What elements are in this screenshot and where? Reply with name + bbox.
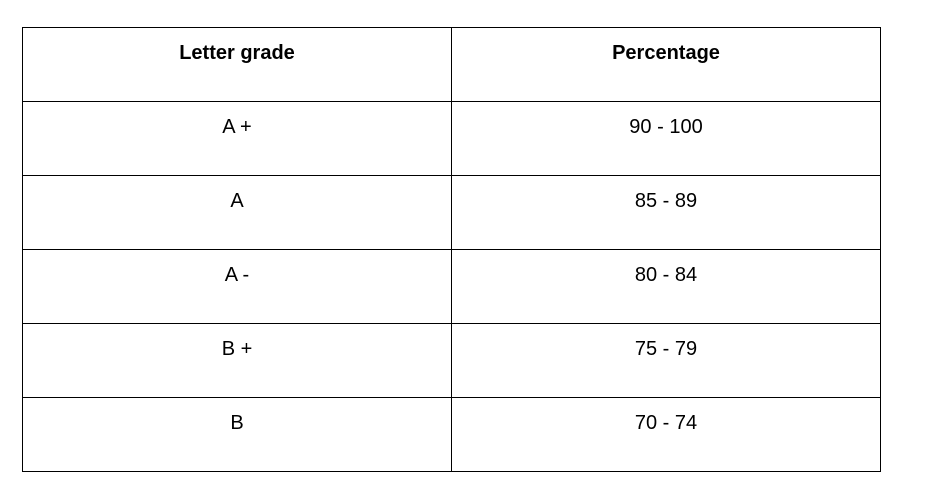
table-cell: A [22, 175, 452, 250]
cell-text: B [230, 412, 244, 434]
table-cell: A + [22, 101, 452, 176]
table-cell: 70 - 74 [451, 397, 881, 472]
table-row: A + 90 - 100 [22, 101, 881, 176]
table-body: A +90 - 100 A 85 - 89 A -80 - 84 B +75 - 79 B… [22, 101, 881, 472]
table-row: A - 80 - 84 [22, 249, 881, 324]
cell-text: 70 - 74 [634, 412, 698, 434]
cell-text: 80 - 84 [634, 264, 698, 286]
table-cell: 90 - 100 [451, 101, 881, 176]
cell-text: A + [222, 116, 252, 138]
header-row: Letter grade Percentage [22, 27, 881, 102]
cell-text: A - [224, 264, 250, 286]
cell-text: A [230, 190, 244, 212]
cell-text: B + [221, 338, 253, 360]
header-cell: Percentage [451, 27, 881, 102]
table-header: Letter grade Percentage [22, 27, 881, 102]
cell-text: 85 - 89 [634, 190, 698, 212]
cell-text: Percentage [612, 42, 720, 64]
table-cell: 85 - 89 [451, 175, 881, 250]
table-cell: B + [22, 323, 452, 398]
cell-text: Letter grade [179, 42, 295, 64]
table-cell: 80 - 84 [451, 249, 881, 324]
table-cell: 75 - 79 [451, 323, 881, 398]
cell-text: 75 - 79 [634, 338, 698, 360]
grade-table: Letter grade Percentage A + 90 - 100 A 85 - … [22, 27, 881, 472]
header-cell: Letter grade [22, 27, 452, 102]
cell-text: 90 - 100 [629, 116, 703, 138]
table-cell: A - [22, 249, 452, 324]
table-row: B 70 - 74 [22, 397, 881, 472]
table-row: A 85 - 89 [22, 175, 881, 250]
table-cell: B [22, 397, 452, 472]
table-row: B + 75 - 79 [22, 323, 881, 398]
